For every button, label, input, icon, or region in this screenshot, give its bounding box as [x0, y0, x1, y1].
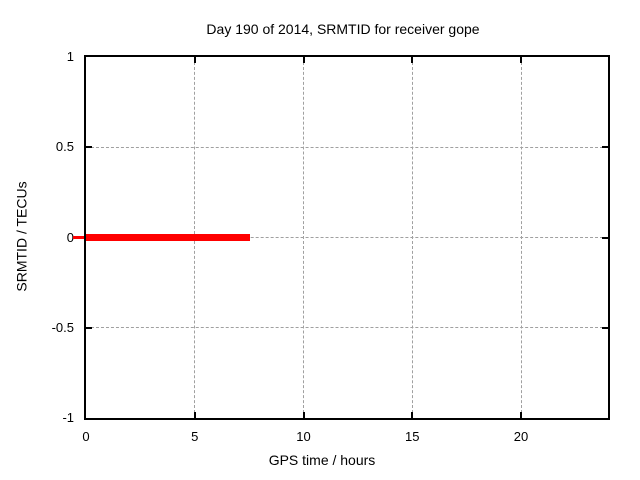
x-axis-label: GPS time / hours	[268, 452, 376, 468]
x-tick-bottom	[302, 412, 305, 418]
x-tick-label: 5	[191, 429, 199, 444]
y-tick-right	[602, 146, 608, 149]
x-tick-top	[411, 57, 414, 63]
y-tick-right	[602, 326, 608, 329]
x-tick-label: 20	[513, 429, 529, 444]
y-tick-label: 0.5	[55, 139, 74, 155]
y-tick-label: -0.5	[51, 319, 74, 335]
x-tick-label: 10	[296, 429, 311, 444]
x-tick-bottom	[411, 412, 414, 418]
y-gridline	[86, 146, 608, 148]
chart-title: Day 190 of 2014, SRMTID for receiver gop…	[206, 21, 480, 37]
plot-area	[84, 55, 610, 420]
y-tick-left	[86, 326, 92, 329]
y-tick-label: 1	[66, 49, 74, 64]
series-origin-tick	[73, 236, 84, 239]
y-gridline	[86, 237, 608, 238]
x-tick-top	[520, 57, 522, 63]
y-tick-label: -1	[62, 410, 74, 425]
x-tick-top	[302, 57, 305, 63]
x-tick-bottom	[193, 412, 196, 418]
x-tick-label: 0	[82, 429, 90, 444]
x-tick-bottom	[520, 412, 522, 418]
x-tick-label: 15	[405, 429, 420, 444]
y-tick-left	[86, 146, 92, 149]
series-line	[86, 234, 251, 241]
x-tick-top	[193, 57, 196, 63]
y-tick-label: 0	[66, 229, 74, 245]
y-gridline	[86, 327, 608, 329]
y-tick-right	[602, 236, 608, 239]
